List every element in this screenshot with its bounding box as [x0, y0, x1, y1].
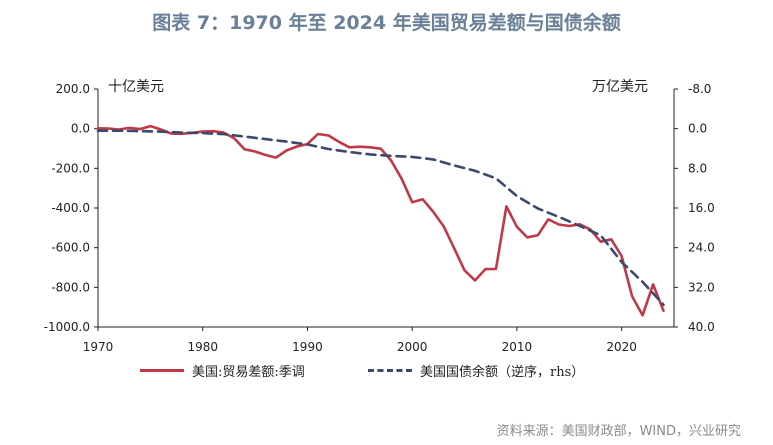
left-tick-label: -1000.0 — [44, 320, 90, 334]
legend-item-trade-balance: 美国:贸易差额:季调 — [140, 361, 305, 380]
x-tick-label: 2000 — [397, 340, 428, 354]
right-tick-label: 16.0 — [688, 201, 715, 215]
right-tick-label: 8.0 — [688, 161, 707, 175]
chart-title: 图表 7：1970 年至 2024 年美国贸易差额与国债余额 — [152, 12, 621, 34]
right-tick-label: 40.0 — [688, 320, 715, 334]
left-tick-label: -400.0 — [51, 201, 90, 215]
right-tick-label: -8.0 — [688, 82, 711, 96]
left-axis-unit: 十亿美元 — [108, 79, 164, 95]
right-axis-unit: 万亿美元 — [592, 79, 648, 95]
legend-label-trade-balance: 美国:贸易差额:季调 — [192, 365, 305, 380]
x-tick-label: 1980 — [187, 340, 218, 354]
legend-swatch-trade-balance — [140, 369, 184, 372]
left-tick-label: -600.0 — [51, 241, 90, 255]
legend: 美国:贸易差额:季调 美国国债余额（逆序，rhs） — [0, 361, 773, 383]
x-tick-label: 2010 — [502, 340, 533, 354]
left-tick-label: 0.0 — [71, 122, 90, 136]
series-line-federal-debt — [96, 129, 665, 307]
left-tick-label: -200.0 — [51, 161, 90, 175]
left-tick-label: -800.0 — [51, 280, 90, 294]
right-tick-label: 32.0 — [688, 280, 715, 294]
x-tick-label: 1970 — [83, 340, 114, 354]
source-note: 资料来源：美国财政部，WIND，兴业研究 — [496, 424, 741, 439]
x-tick-label: 2020 — [606, 340, 637, 354]
x-tick-label: 1990 — [292, 340, 323, 354]
right-tick-label: 24.0 — [688, 241, 715, 255]
left-tick-label: 200.0 — [56, 82, 90, 96]
legend-item-debt: 美国国债余额（逆序，rhs） — [368, 361, 584, 380]
legend-swatch-debt — [368, 369, 412, 372]
legend-label-debt: 美国国债余额（逆序，rhs） — [420, 365, 585, 380]
right-tick-label: 0.0 — [688, 122, 707, 136]
